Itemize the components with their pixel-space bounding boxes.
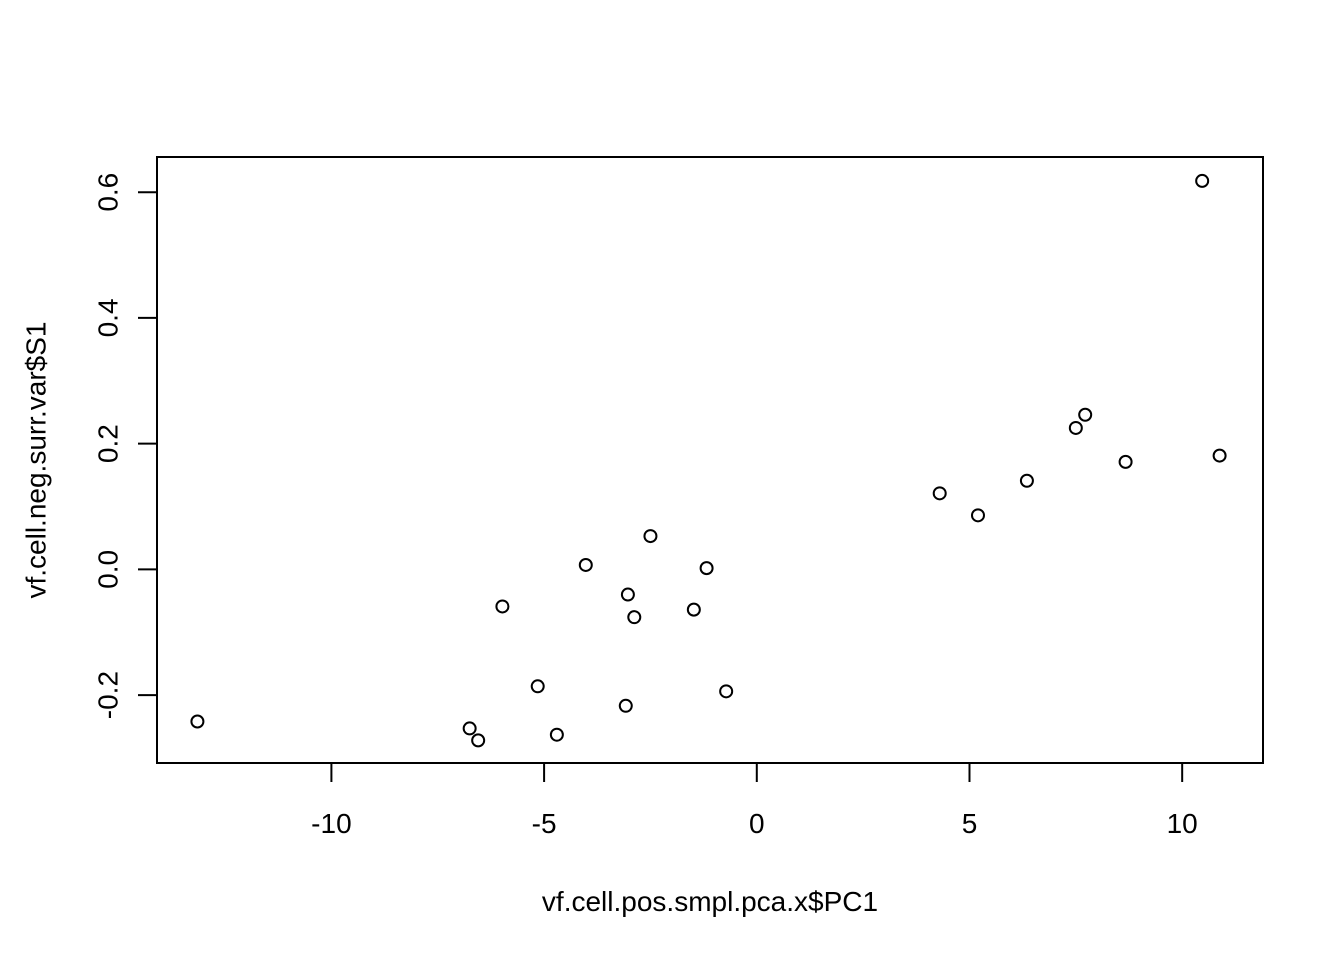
plot-frame [156,156,1264,764]
y-tick-label: 0.4 [92,298,123,337]
y-tick-label: 0.6 [92,173,123,212]
data-point [699,561,714,576]
data-point [530,679,545,694]
data-point [719,684,734,699]
y-tick-label: -0.2 [92,671,123,719]
y-axis-label: vf.cell.neg.surr.var$S1 [20,321,51,598]
y-tick-label: 0.2 [92,424,123,463]
data-point [1195,173,1210,188]
data-point [190,714,205,729]
x-tick-label: -10 [311,808,351,839]
data-point [1212,448,1227,463]
data-points [190,173,1227,748]
data-point [578,557,593,572]
data-point [618,698,633,713]
data-point [1078,407,1093,422]
data-point [620,587,635,602]
x-tick-label: 5 [962,808,978,839]
data-point [643,529,658,544]
data-point [495,599,510,614]
data-point [932,486,947,501]
x-axis-label: vf.cell.pos.smpl.pca.x$PC1 [542,886,878,917]
data-point [970,508,985,523]
x-tick-label: -5 [532,808,557,839]
data-point [627,610,642,625]
data-point [549,727,564,742]
data-point [462,721,477,736]
y-axis: -0.2 0.0 0.2 0.4 0.6 [92,173,158,719]
data-point [686,602,701,617]
x-tick-label: 10 [1167,808,1198,839]
data-point [1068,420,1083,435]
x-axis: -10 -5 0 5 10 [311,762,1198,839]
y-tick-label: 0.0 [92,550,123,589]
data-point [1019,473,1034,488]
data-point [1118,454,1133,469]
x-tick-label: 0 [749,808,765,839]
data-point [471,733,486,748]
